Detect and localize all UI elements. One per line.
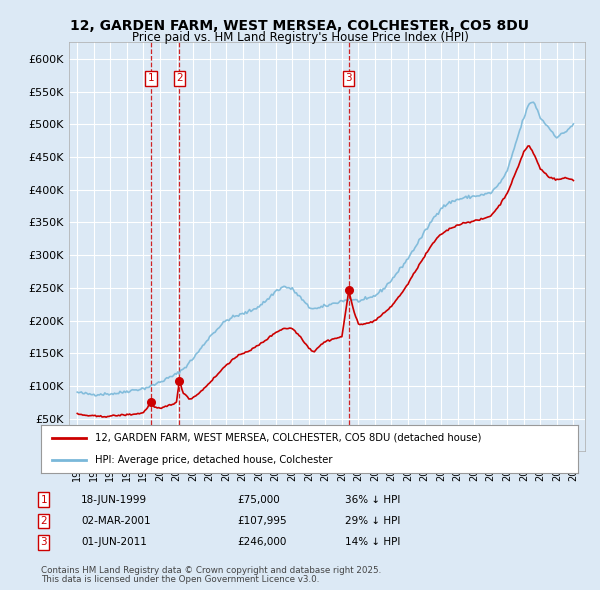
Text: 12, GARDEN FARM, WEST MERSEA, COLCHESTER, CO5 8DU (detached house): 12, GARDEN FARM, WEST MERSEA, COLCHESTER… [95,433,481,443]
Text: 12, GARDEN FARM, WEST MERSEA, COLCHESTER, CO5 8DU: 12, GARDEN FARM, WEST MERSEA, COLCHESTER… [71,19,530,33]
Text: 01-JUN-2011: 01-JUN-2011 [81,537,147,547]
Text: £246,000: £246,000 [237,537,286,547]
Text: 2: 2 [176,74,182,83]
Text: 29% ↓ HPI: 29% ↓ HPI [345,516,400,526]
Text: Price paid vs. HM Land Registry's House Price Index (HPI): Price paid vs. HM Land Registry's House … [131,31,469,44]
Text: 1: 1 [148,74,154,83]
Text: 36% ↓ HPI: 36% ↓ HPI [345,495,400,504]
Text: Contains HM Land Registry data © Crown copyright and database right 2025.: Contains HM Land Registry data © Crown c… [41,566,381,575]
Text: 1: 1 [40,495,47,504]
Text: £107,995: £107,995 [237,516,287,526]
Text: 14% ↓ HPI: 14% ↓ HPI [345,537,400,547]
Text: £75,000: £75,000 [237,495,280,504]
Text: This data is licensed under the Open Government Licence v3.0.: This data is licensed under the Open Gov… [41,575,319,584]
Text: 2: 2 [40,516,47,526]
Text: 02-MAR-2001: 02-MAR-2001 [81,516,151,526]
Text: HPI: Average price, detached house, Colchester: HPI: Average price, detached house, Colc… [95,455,332,465]
Text: 3: 3 [346,74,352,83]
Text: 18-JUN-1999: 18-JUN-1999 [81,495,147,504]
Text: 3: 3 [40,537,47,547]
